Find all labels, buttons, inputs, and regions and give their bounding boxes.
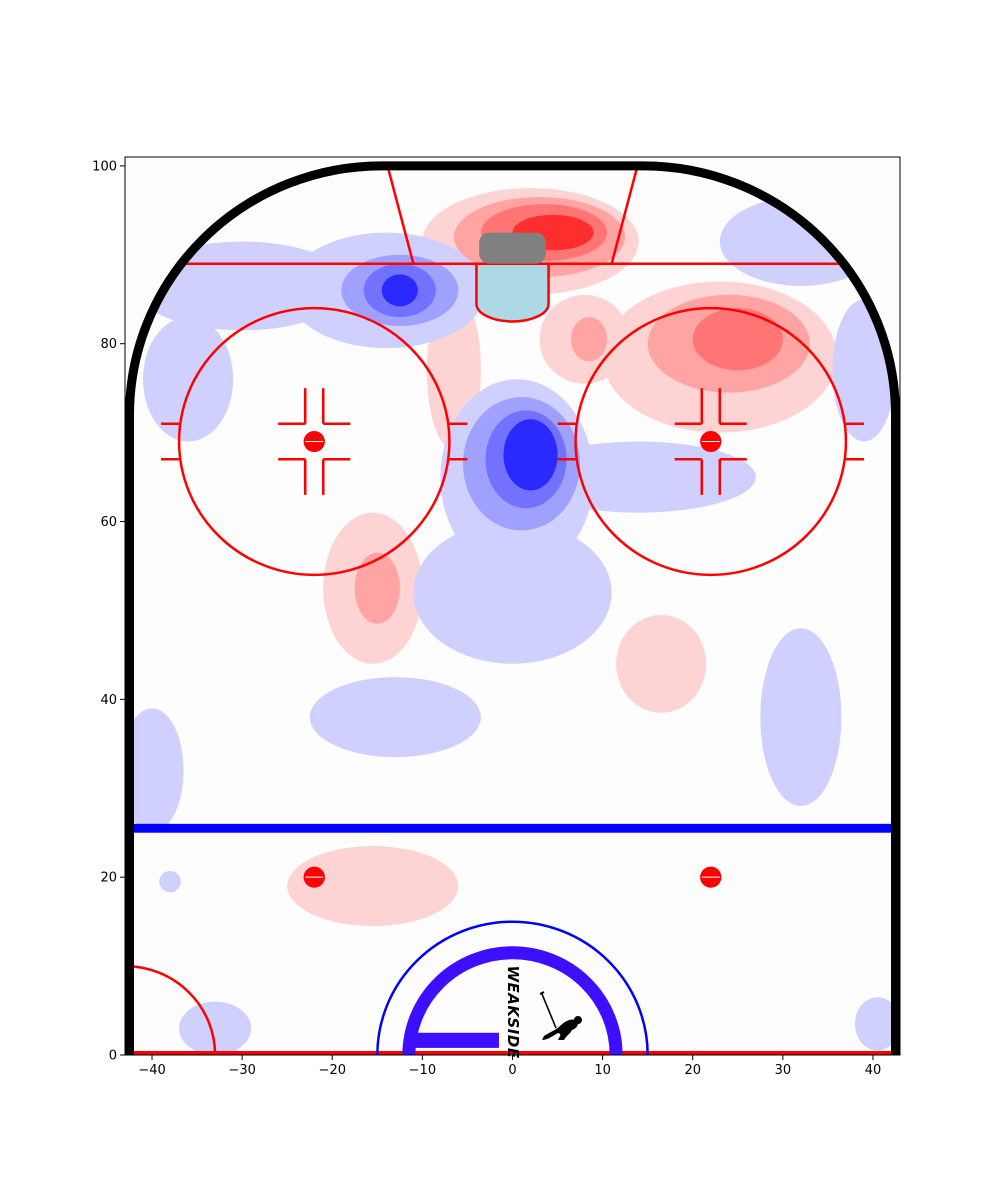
faceoff-circle-right xyxy=(574,306,848,577)
faceoff-circle-left xyxy=(177,306,451,577)
x-tick-label: −20 xyxy=(319,1063,346,1078)
y-tick-label: 60 xyxy=(100,515,117,530)
y-tick-label: 40 xyxy=(100,693,117,708)
logo-brand-text: WEAKSIDE xyxy=(504,965,522,1058)
x-tick-label: −30 xyxy=(228,1063,255,1078)
hockey-player-icon xyxy=(539,991,582,1040)
heat-region-negative-19 xyxy=(179,1001,252,1055)
heat-region-positive-6 xyxy=(287,846,459,927)
rink-markings xyxy=(125,161,900,1055)
rink-boards xyxy=(125,161,900,1055)
heat-region-negative-12 xyxy=(143,317,234,442)
goal-crease xyxy=(475,262,550,323)
x-tick-label: 10 xyxy=(594,1063,611,1078)
heat-region-negative-33 xyxy=(381,274,418,307)
x-tick-label: 0 xyxy=(508,1063,516,1078)
center-semicircle xyxy=(376,920,649,1055)
logo-ring xyxy=(402,946,623,1055)
blue-line xyxy=(129,823,896,833)
heat-region-positive-24 xyxy=(354,552,400,624)
x-tick-label: −40 xyxy=(138,1063,165,1078)
heat-region-negative-17 xyxy=(129,708,184,833)
y-tick-label: 20 xyxy=(100,871,117,886)
x-tick-label: 40 xyxy=(865,1063,882,1078)
heat-region-negative-16 xyxy=(760,628,842,807)
x-tick-label: −10 xyxy=(409,1063,436,1078)
y-tick-label: 80 xyxy=(100,337,117,352)
heat-region-negative-18 xyxy=(159,870,181,893)
goal-net xyxy=(479,232,546,264)
y-tick-label: 100 xyxy=(92,159,117,174)
trapezoid-right xyxy=(610,161,640,265)
center-logo: WEAKSIDE xyxy=(504,965,582,1059)
heat-region-negative-20 xyxy=(854,997,896,1051)
center-red-line xyxy=(129,1050,896,1055)
axes: −40 −30 −20 −10 0 10 20 30 40 0 20 40 60 80 100 xyxy=(92,159,881,1078)
heat-region-negative-8 xyxy=(413,521,612,664)
heat-region-negative-32 xyxy=(503,419,558,491)
logo-bar xyxy=(413,1032,499,1048)
heat-region-negative-15 xyxy=(309,677,481,758)
center-circle-arc xyxy=(125,964,217,1055)
y-tick-label: 0 xyxy=(109,1049,117,1064)
x-tick-label: 20 xyxy=(684,1063,701,1078)
x-tick-label: 30 xyxy=(775,1063,792,1078)
heat-region-positive-5 xyxy=(616,614,707,713)
heat-region-positive-28 xyxy=(692,308,783,371)
heat-region-positive-23 xyxy=(571,317,608,362)
trapezoid-left xyxy=(385,161,415,265)
